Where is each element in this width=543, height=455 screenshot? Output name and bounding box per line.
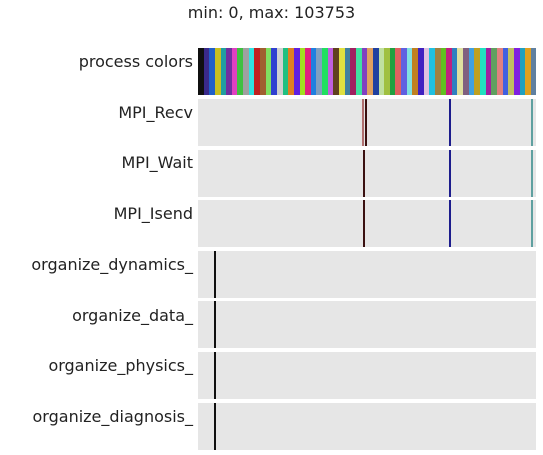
process-color-swatch [496, 48, 503, 95]
process-color-swatch [339, 48, 345, 95]
process-color-swatch [254, 48, 261, 95]
process-color-swatch [406, 48, 413, 95]
process-color-swatch [271, 48, 277, 95]
process-color-swatch [457, 48, 464, 95]
process-color-swatch [198, 48, 204, 95]
process-color-swatch [485, 48, 492, 95]
track-label-mpi-recv: MPI_Recv [118, 103, 193, 122]
process-color-swatch [530, 48, 536, 95]
event-marker[interactable] [449, 99, 451, 146]
event-marker[interactable] [365, 99, 367, 146]
process-color-swatch [417, 48, 424, 95]
process-color-swatch [355, 48, 362, 95]
event-marker[interactable] [214, 251, 216, 298]
track-organize-data[interactable] [198, 301, 536, 348]
process-color-swatch [327, 48, 334, 95]
event-marker[interactable] [531, 150, 533, 197]
track-label-mpi-wait: MPI_Wait [121, 153, 194, 172]
process-color-swatch [372, 48, 379, 95]
event-marker[interactable] [531, 200, 533, 247]
process-color-swatch [237, 48, 244, 95]
process-color-swatch [220, 48, 227, 95]
event-marker[interactable] [214, 301, 216, 348]
process-color-swatch [293, 48, 300, 95]
process-color-swatch [344, 48, 351, 95]
event-marker[interactable] [363, 200, 365, 247]
process-color-swatch [412, 48, 418, 95]
process-color-swatch [384, 48, 390, 95]
process-color-swatch [265, 48, 272, 95]
process-color-swatch [508, 48, 514, 95]
process-color-swatch [288, 48, 294, 95]
track-label-organize-diagnosis: organize_diagnosis_ [32, 407, 193, 426]
event-marker[interactable] [449, 200, 451, 247]
process-color-swatch [248, 48, 255, 95]
track-label-organize-physics: organize_physics_ [48, 356, 193, 375]
track-mpi-isend[interactable] [198, 200, 536, 247]
process-color-swatch [282, 48, 289, 95]
process-color-swatch [260, 48, 266, 95]
track-organize-diagnosis[interactable] [198, 403, 536, 450]
process-colors-label: process colors [78, 52, 193, 71]
process-color-swatch [276, 48, 283, 95]
process-color-swatch [434, 48, 441, 95]
event-marker[interactable] [531, 99, 533, 146]
process-color-swatch [214, 48, 221, 95]
process-color-swatch [429, 48, 435, 95]
process-color-swatch [310, 48, 317, 95]
process-color-swatch [203, 48, 210, 95]
track-label-mpi-isend: MPI_Isend [113, 204, 193, 223]
process-color-swatch [333, 48, 340, 95]
process-color-swatch [299, 48, 306, 95]
process-color-swatch [316, 48, 323, 95]
track-mpi-recv[interactable] [198, 99, 536, 146]
process-color-swatch [480, 48, 486, 95]
process-color-swatch [231, 48, 238, 95]
process-color-swatch [525, 48, 531, 95]
event-marker[interactable] [214, 352, 216, 399]
time-range-label: min: 0, max: 103753 [187, 3, 356, 22]
process-color-swatch [322, 48, 328, 95]
process-color-swatch [367, 48, 373, 95]
process-color-swatch [502, 48, 509, 95]
process-color-swatch [468, 48, 475, 95]
event-marker[interactable] [363, 150, 365, 197]
process-color-swatch [440, 48, 447, 95]
process-color-swatch [395, 48, 402, 95]
track-label-organize-data: organize_data_ [72, 306, 193, 325]
track-mpi-wait[interactable] [198, 150, 536, 197]
process-color-swatch [451, 48, 458, 95]
process-color-swatch [378, 48, 385, 95]
process-color-swatch [474, 48, 481, 95]
track-organize-dynamics[interactable] [198, 251, 536, 298]
process-color-strip[interactable] [198, 48, 536, 95]
track-organize-physics[interactable] [198, 352, 536, 399]
process-color-swatch [226, 48, 232, 95]
process-color-swatch [446, 48, 452, 95]
track-label-organize-dynamics: organize_dynamics_ [31, 255, 193, 274]
event-marker[interactable] [449, 150, 451, 197]
event-marker[interactable] [214, 403, 216, 450]
event-marker[interactable] [362, 99, 364, 146]
process-color-swatch [491, 48, 497, 95]
process-color-swatch [350, 48, 356, 95]
process-color-swatch [519, 48, 526, 95]
process-color-swatch [401, 48, 407, 95]
process-color-swatch [423, 48, 430, 95]
process-color-swatch [305, 48, 311, 95]
process-color-swatch [243, 48, 249, 95]
process-color-swatch [463, 48, 469, 95]
process-color-swatch [209, 48, 215, 95]
process-color-swatch [361, 48, 368, 95]
process-color-swatch [389, 48, 396, 95]
process-color-swatch [513, 48, 520, 95]
